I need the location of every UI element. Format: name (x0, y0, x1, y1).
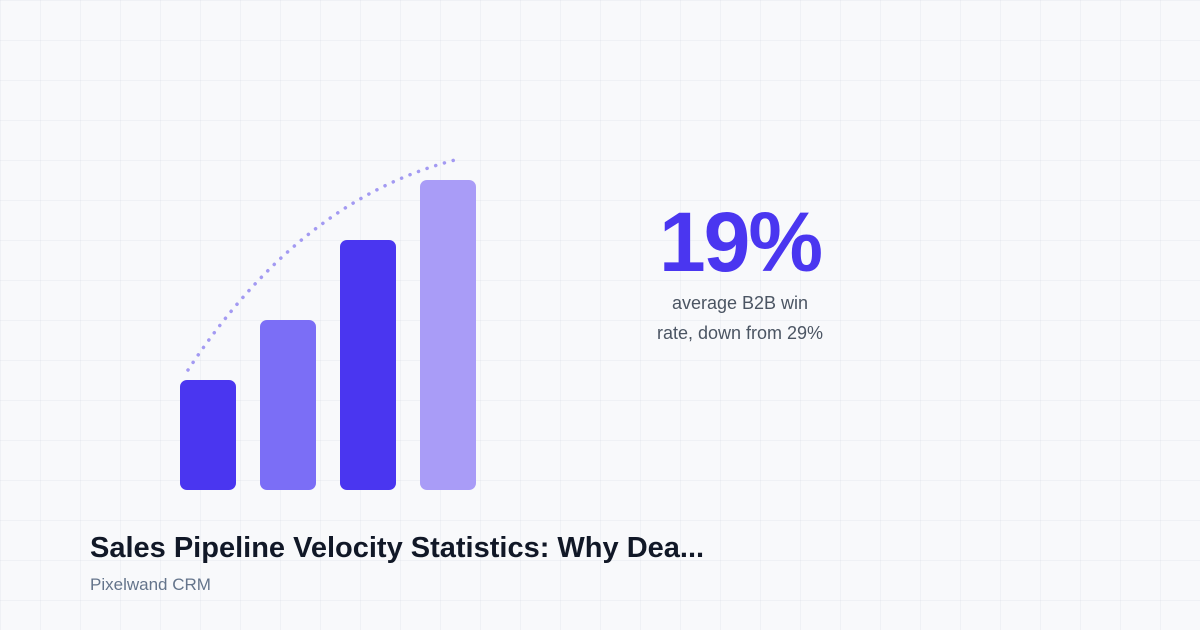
stat-block: 19% average B2B win rate, down from 29% (540, 196, 940, 348)
stat-description: rate, down from 29% (656, 323, 824, 343)
trend-curve (186, 158, 457, 372)
bar-illustration (180, 158, 476, 490)
title: Sales Pipeline Velocity Statistics: Why … (90, 532, 705, 564)
bar (340, 240, 396, 490)
stat-description: average B2B win (671, 293, 809, 313)
brand: Pixelwand CRM (90, 575, 211, 594)
bar (180, 380, 236, 490)
stat-value: 19% (658, 195, 823, 289)
bar (260, 320, 316, 490)
bar (420, 180, 476, 490)
